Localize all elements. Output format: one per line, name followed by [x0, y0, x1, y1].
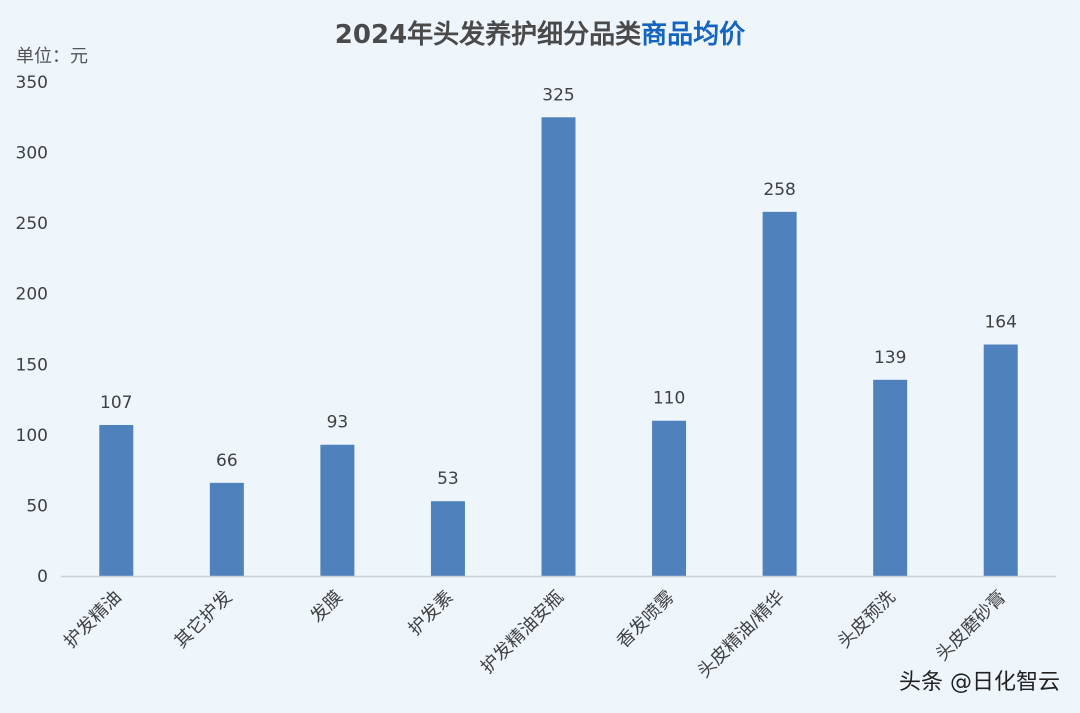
x-axis-category-labels: 护发精油 其它护发 发膜 护发素 护发精油安瓶 香发喷雾 头皮精油/精华 头皮预洗 头皮磨砂膏 — [60, 586, 1010, 682]
chart-title: 2024年头发养护细分品类商品均价 — [335, 19, 746, 50]
y-axis-ticks: 0 50 100 150 200 250 300 350 — [16, 73, 48, 587]
bar-data-label: 93 — [327, 413, 349, 433]
chart-title-part-main: 2024年头发养护细分品类 — [335, 19, 641, 50]
y-tick-label: 50 — [26, 496, 48, 516]
bar-data-label: 66 — [216, 451, 238, 471]
y-tick-label: 250 — [16, 214, 48, 234]
y-tick-label: 100 — [16, 426, 48, 446]
bar — [873, 379, 908, 576]
bar-data-label: 110 — [653, 389, 685, 409]
bar — [762, 211, 797, 576]
bar — [983, 344, 1018, 576]
bar — [99, 424, 134, 576]
y-tick-label: 150 — [16, 355, 48, 375]
category-label: 护发素 — [404, 587, 457, 640]
unit-label: 单位：元 — [16, 46, 88, 67]
category-label: 头皮预洗 — [834, 587, 900, 653]
bar — [209, 482, 244, 576]
bar-data-label: 164 — [984, 313, 1016, 333]
y-tick-label: 350 — [16, 73, 48, 93]
bar — [541, 117, 576, 577]
y-tick-label: 0 — [37, 567, 48, 587]
bar-data-label: 107 — [100, 393, 132, 413]
bar — [320, 444, 355, 576]
category-label: 头皮磨砂膏 — [931, 586, 1010, 665]
bar — [430, 501, 465, 576]
data-labels: 107 66 93 53 325 110 258 139 164 — [100, 85, 1017, 489]
y-tick-label: 300 — [16, 144, 48, 164]
bar — [652, 420, 687, 576]
category-label: 其它护发 — [171, 587, 237, 653]
category-label: 发膜 — [307, 587, 347, 627]
category-label: 头皮精油/精华 — [694, 587, 790, 683]
bar-data-label: 325 — [542, 85, 574, 105]
y-tick-label: 200 — [16, 285, 48, 305]
bar-data-label: 258 — [763, 180, 795, 200]
category-label: 护发精油安瓶 — [477, 587, 568, 678]
category-label: 护发精油 — [60, 587, 126, 653]
bar-data-label: 53 — [437, 469, 459, 489]
bar-data-label: 139 — [874, 348, 906, 368]
bar-series — [99, 117, 1018, 577]
watermark: 头条 @日化智云 — [899, 670, 1060, 695]
chart-title-part-highlight: 商品均价 — [641, 19, 746, 50]
category-label: 香发喷雾 — [613, 587, 679, 653]
